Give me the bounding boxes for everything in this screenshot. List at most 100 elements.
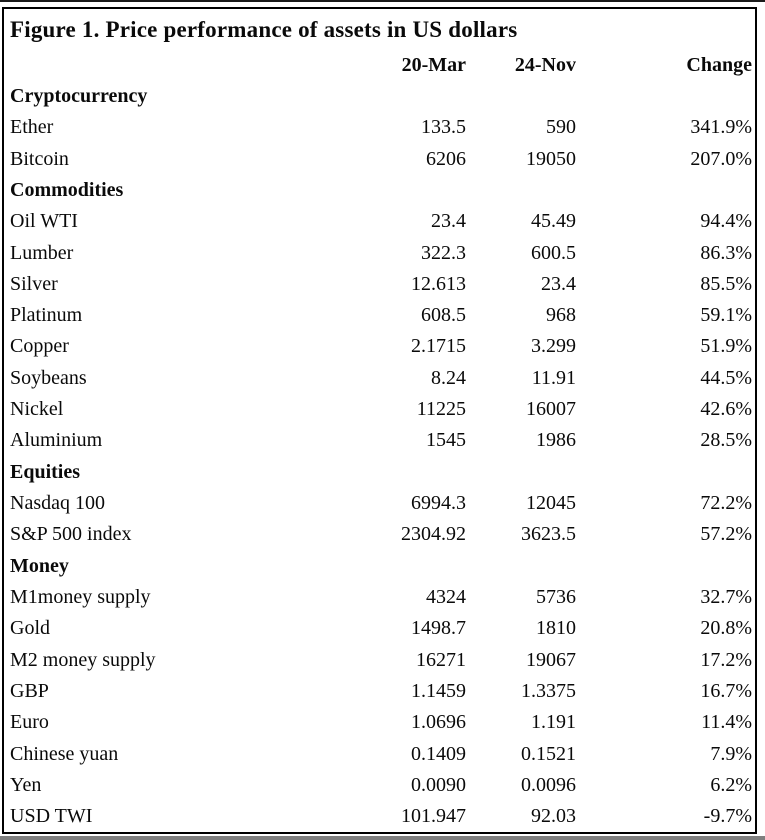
value-24-nov: 11.91 [531,366,576,389]
value-change: 7.9% [710,742,752,765]
value-24-nov: 19067 [526,648,576,671]
asset-name: Gold [10,617,50,640]
value-change: 72.2% [700,492,752,515]
value-change: 11.4% [701,711,752,734]
section-name: Cryptocurrency [10,84,148,107]
value-change: 17.2% [700,648,752,671]
value-24-nov: 0.1521 [521,742,576,765]
value-24-nov: 5736 [536,585,576,608]
asset-name: Nasdaq 100 [10,492,105,515]
asset-name: M1money supply [10,585,151,608]
column-header-row: 20-Mar 24-Nov Change [4,49,755,80]
value-change: 341.9% [690,116,752,139]
section-row: Cryptocurrency [4,80,755,111]
value-24-nov: 1810 [536,617,576,640]
table-row: Bitcoin 6206 19050 207.0% [4,143,755,174]
value-20-mar: 1.0696 [411,711,466,734]
value-change: 94.4% [700,210,752,233]
asset-name: Copper [10,335,69,358]
asset-name: USD TWI [10,805,93,828]
asset-name: Lumber [10,241,74,264]
table-row: Nasdaq 100 6994.3 12045 72.2% [4,487,755,518]
col-header-20-mar: 20-Mar [401,53,466,76]
value-change: 86.3% [700,241,752,264]
value-20-mar: 2.1715 [411,335,466,358]
section-row: Commodities [4,174,755,205]
asset-name: Soybeans [10,366,87,389]
asset-name: GBP [10,679,49,702]
value-change: 32.7% [700,585,752,608]
value-24-nov: 19050 [526,147,576,170]
value-20-mar: 6206 [426,147,466,170]
table-row: USD TWI 101.947 92.03 -9.7% [4,801,755,833]
value-20-mar: 0.0090 [411,773,466,796]
value-24-nov: 600.5 [531,241,576,264]
col-header-24-nov: 24-Nov [514,53,576,76]
asset-name: Nickel [10,398,64,421]
value-change: 59.1% [700,304,752,327]
table-row: Chinese yuan 0.1409 0.1521 7.9% [4,738,755,769]
value-24-nov: 45.49 [531,210,576,233]
table-row: S&P 500 index 2304.92 3623.5 57.2% [4,519,755,550]
asset-name: Silver [10,272,58,295]
value-20-mar: 322.3 [421,241,466,264]
value-20-mar: 12.613 [411,272,466,295]
value-24-nov: 16007 [526,398,576,421]
price-performance-table: Figure 1. Price performance of assets in… [4,9,755,832]
table-row: Euro 1.0696 1.191 11.4% [4,707,755,738]
value-change: 6.2% [710,773,752,796]
table-row: Yen 0.0090 0.0096 6.2% [4,769,755,800]
value-20-mar: 1545 [426,429,466,452]
table-row: Lumber 322.3 600.5 86.3% [4,237,755,268]
asset-name: S&P 500 index [10,523,132,546]
col-header-change: Change [686,53,752,76]
table-row: M2 money supply 16271 19067 17.2% [4,644,755,675]
value-24-nov: 1.191 [531,711,576,734]
table-row: M1money supply 4324 5736 32.7% [4,581,755,612]
asset-name: Oil WTI [10,210,78,233]
asset-name: Bitcoin [10,147,69,170]
value-24-nov: 23.4 [541,272,576,295]
value-change: 28.5% [700,429,752,452]
table-row: Ether 133.5 590 341.9% [4,112,755,143]
value-20-mar: 6994.3 [411,492,466,515]
value-20-mar: 16271 [416,648,466,671]
header-spacer [4,49,260,80]
value-change: 85.5% [700,272,752,295]
value-change: 42.6% [700,398,752,421]
value-change: 44.5% [700,366,752,389]
value-20-mar: 11225 [416,398,466,421]
table-row: Nickel 11225 16007 42.6% [4,393,755,424]
value-20-mar: 101.947 [401,805,466,828]
asset-name: M2 money supply [10,648,156,671]
table-row: Silver 12.613 23.4 85.5% [4,268,755,299]
value-change: 51.9% [700,335,752,358]
section-name: Commodities [10,178,124,201]
value-change: 207.0% [690,147,752,170]
value-20-mar: 2304.92 [401,523,466,546]
value-24-nov: 590 [546,116,576,139]
value-24-nov: 968 [546,304,576,327]
value-20-mar: 1.1459 [411,679,466,702]
value-24-nov: 3.299 [531,335,576,358]
value-24-nov: 3623.5 [521,523,576,546]
bottom-strip [0,836,765,840]
table-row: Copper 2.1715 3.299 51.9% [4,331,755,362]
section-name: Money [10,554,69,577]
table-row: GBP 1.1459 1.3375 16.7% [4,675,755,706]
value-change: -9.7% [703,805,752,828]
asset-name: Ether [10,116,54,139]
asset-name: Chinese yuan [10,742,119,765]
value-24-nov: 1.3375 [521,679,576,702]
value-20-mar: 4324 [426,585,466,608]
table-row: Soybeans 8.24 11.91 44.5% [4,362,755,393]
asset-name: Aluminium [10,429,103,452]
value-20-mar: 23.4 [431,210,466,233]
value-20-mar: 608.5 [421,304,466,327]
figure-1-table: Figure 1. Price performance of assets in… [2,7,757,834]
asset-name: Yen [10,773,42,796]
table-row: Platinum 608.5 968 59.1% [4,300,755,331]
section-row: Money [4,550,755,581]
value-change: 20.8% [700,617,752,640]
